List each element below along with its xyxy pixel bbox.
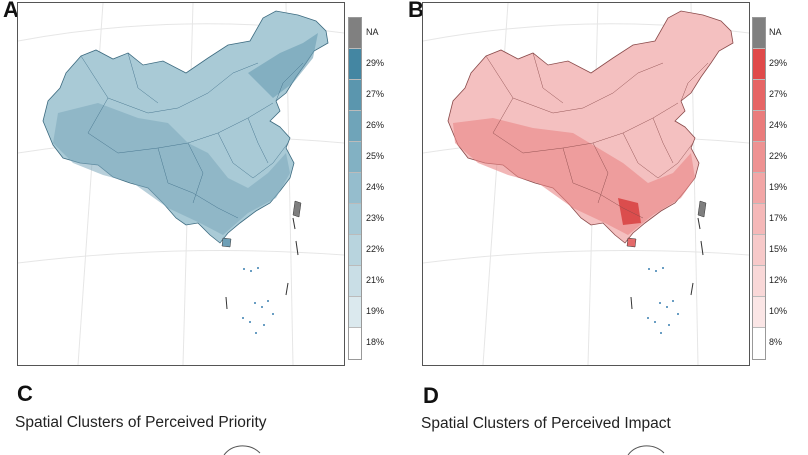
legend-swatch (753, 111, 765, 142)
legend-swatch (349, 328, 361, 359)
legend-label: 24% (366, 182, 385, 192)
hainan-island-b (626, 237, 637, 248)
legend-label: 21% (366, 275, 385, 285)
legend-swatch (349, 204, 361, 235)
legend-swatch (349, 80, 361, 111)
panel-label-a: A (3, 0, 19, 22)
legend-swatch (349, 18, 361, 49)
legend-swatch (753, 328, 765, 359)
legend-label: 23% (366, 213, 385, 223)
legend-label: 19% (366, 306, 385, 316)
legend-swatch (753, 235, 765, 266)
legend-swatch (753, 173, 765, 204)
map-a (17, 2, 345, 366)
legend-swatch (349, 173, 361, 204)
legend-swatch (753, 142, 765, 173)
legend-swatch (753, 204, 765, 235)
map-b (422, 2, 750, 366)
map-c-top-edge (223, 445, 261, 455)
legend-label: 17% (769, 213, 788, 223)
panel-label-d: D (423, 383, 439, 408)
legend-swatch (753, 80, 765, 111)
legend-swatch (753, 266, 765, 297)
legend-swatch (349, 235, 361, 266)
legend-label: NA (769, 27, 782, 37)
legend-label: 19% (769, 182, 788, 192)
legend-label: 24% (769, 120, 788, 130)
legend-label: 15% (769, 244, 788, 254)
legend-swatch (349, 297, 361, 328)
legend-label: 8% (769, 337, 783, 347)
hainan-island-a (221, 237, 232, 248)
legend-swatch (349, 266, 361, 297)
legend-label: NA (366, 27, 379, 37)
legend-label: 10% (769, 306, 788, 316)
legend-swatch (349, 142, 361, 173)
legend-a (348, 17, 362, 360)
legend-label: 29% (366, 58, 385, 68)
legend-label: 27% (366, 89, 385, 99)
legend-swatch (753, 49, 765, 80)
legend-b (752, 17, 766, 360)
legend-label: 18% (366, 337, 385, 347)
panel-d-subtitle: Spatial Clusters of Perceived Impact (421, 415, 671, 432)
legend-label: 22% (769, 151, 788, 161)
legend-label: 25% (366, 151, 385, 161)
legend-label: 26% (366, 120, 385, 130)
legend-label: 12% (769, 275, 788, 285)
legend-label: 29% (769, 58, 788, 68)
legend-swatch (349, 49, 361, 80)
legend-label: 27% (769, 89, 788, 99)
legend-swatch (753, 297, 765, 328)
map-d-top-edge (627, 445, 665, 455)
taiwan-island-a (292, 200, 302, 218)
legend-swatch (753, 18, 765, 49)
map-b-graphic (423, 3, 749, 365)
panel-c-subtitle: Spatial Clusters of Perceived Priority (15, 414, 267, 431)
panel-label-c: C (17, 381, 33, 406)
legend-swatch (349, 111, 361, 142)
taiwan-island-b (697, 200, 707, 218)
map-a-graphic (18, 3, 344, 365)
legend-label: 22% (366, 244, 385, 254)
panel-label-b: B (408, 0, 424, 22)
